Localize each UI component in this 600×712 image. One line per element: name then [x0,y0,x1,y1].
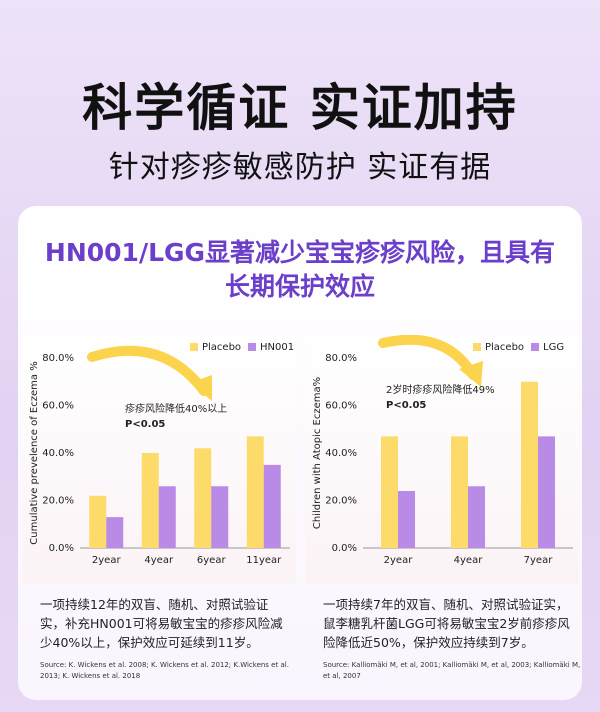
bar [158,486,176,548]
y-tick-label: 60.0% [325,401,357,412]
arrow-head [459,361,483,387]
x-tick-label: 2year [92,555,122,566]
arrow [87,345,209,396]
y-tick-label: 0.0% [332,543,357,554]
y-tick-label: 0.0% [49,543,74,554]
arrow [378,335,478,380]
bar [141,453,159,548]
y-tick-label: 20.0% [325,496,357,507]
source: Source: Kalliomäki M, et al, 2001; Kalli… [323,661,581,680]
bar [451,436,468,548]
x-tick-label: 2year [384,555,414,566]
annotation: 疹疹风险降低40%以上 [125,402,227,415]
y-tick-label: 80.0% [42,353,74,364]
bar [89,495,107,548]
bar [521,381,538,548]
legend-swatch [190,343,198,351]
bar [246,436,264,548]
y-tick-label: 40.0% [325,448,357,459]
y-axis-label: Cumulative prevelence of Eczema % [29,361,40,544]
title: 科学循证 实证加持 [82,79,518,137]
description: 一项持续7年的双盲、随机、对照试验证实，鼠李糖乳杆菌LGG可将易敏宝宝2岁前疹疹… [323,597,570,650]
chart: 0.0% 20.0% 40.0% 60.0% 80.0% Children with At… [305,335,579,585]
annotation-note: P<0.05 [386,400,426,411]
description: 一项持续12年的双盲、随机、对照试验证实，补充HN001可将易敏宝宝的疹疹风险减… [40,597,283,650]
legend-swatch [531,343,539,351]
bar [398,491,415,548]
subtitle: 针对疹疹敏感防护 实证有据 [108,150,492,185]
bar [106,517,124,548]
y-tick-label: 20.0% [42,496,74,507]
x-tick-label: 6year [197,555,227,566]
legend-swatch [248,343,256,351]
bar [211,486,229,548]
x-tick-label: 11year [246,555,282,566]
bar [468,486,485,548]
annotation: 2岁时疹疹风险降低49% [386,383,495,396]
y-tick-label: 80.0% [325,353,357,364]
x-tick-label: 4year [454,555,484,566]
bar [194,448,212,548]
legend-swatch [473,343,481,351]
arrow-head [190,375,212,401]
y-axis-label: Children with Atopic Eczema% [312,377,323,529]
y-tick-label: 40.0% [42,448,74,459]
bar [263,464,281,548]
y-tick-label: 60.0% [42,401,74,412]
annotation-note: P<0.05 [125,419,165,430]
legend-label: HN001 [260,342,294,353]
card-title: HN001/LGG显著减少宝宝疹疹风险，且具有长期保护效应 [44,238,556,301]
source: Source: K. Wickens et al. 2008; K. Wicke… [40,661,289,680]
chart: 0.0% 20.0% 40.0% 60.0% 80.0%Cumulative preve… [22,335,296,585]
legend-label: LGG [543,342,564,353]
legend-label: Placebo [485,342,524,353]
bar [538,436,555,548]
bar [381,436,398,548]
x-tick-label: 7year [524,555,554,566]
legend-label: Placebo [202,342,241,353]
x-tick-label: 4year [144,555,174,566]
